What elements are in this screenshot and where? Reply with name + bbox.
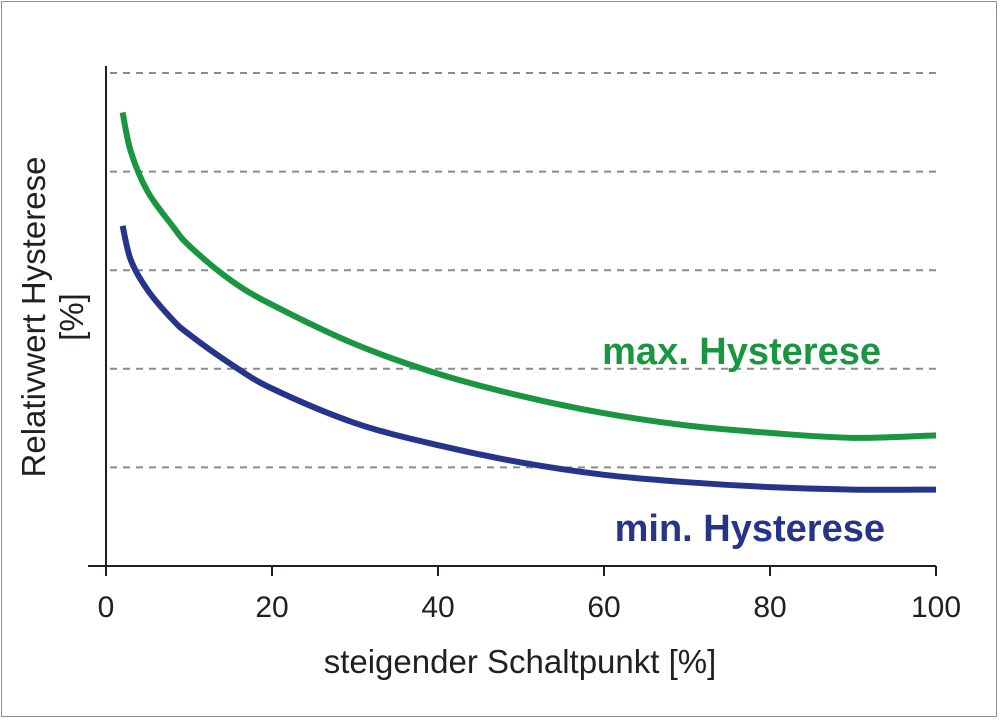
x-tick-label: 80 <box>753 591 786 624</box>
y-axis-title: Relativwert Hysterese <box>15 157 52 478</box>
series-line-min-hysterese <box>119 225 937 493</box>
x-tick-label: 60 <box>587 591 620 624</box>
x-ticks: 0 20 40 60 80 100 <box>98 566 961 624</box>
y-axis-unit: [%] <box>53 293 90 341</box>
series-lines <box>119 111 937 493</box>
x-tick-label: 40 <box>421 591 454 624</box>
x-axis-title: steigender Schaltpunkt [%] <box>324 643 717 680</box>
series-line-max-hysterese <box>119 111 937 441</box>
series-label-max: max. Hysterese <box>602 331 881 373</box>
x-tick-label: 0 <box>98 591 115 624</box>
grid-lines <box>110 72 940 469</box>
x-tick-label: 100 <box>911 591 961 624</box>
x-tick-label: 20 <box>255 591 288 624</box>
series-label-min: min. Hysterese <box>615 508 885 550</box>
